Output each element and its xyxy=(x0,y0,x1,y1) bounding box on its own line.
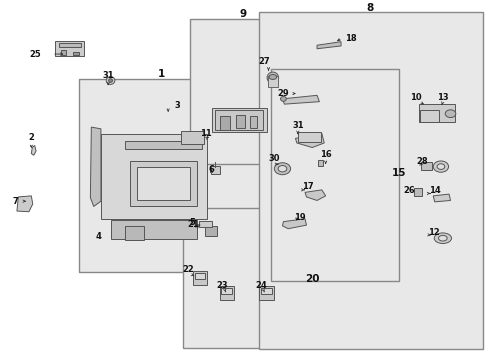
Text: 4: 4 xyxy=(96,232,101,241)
Bar xyxy=(125,141,202,149)
Bar xyxy=(59,43,80,48)
Text: 3: 3 xyxy=(175,102,181,111)
Text: 24: 24 xyxy=(255,281,267,290)
Text: 7: 7 xyxy=(13,197,18,206)
Text: 9: 9 xyxy=(239,9,246,19)
Bar xyxy=(199,221,212,227)
Ellipse shape xyxy=(281,96,286,101)
Bar xyxy=(215,110,263,130)
Bar xyxy=(193,271,207,285)
Text: 27: 27 xyxy=(258,57,270,66)
Bar xyxy=(221,288,232,294)
Ellipse shape xyxy=(437,164,445,170)
Bar xyxy=(130,161,197,207)
Bar xyxy=(318,160,323,166)
Bar xyxy=(414,189,422,196)
Bar xyxy=(101,134,207,219)
Text: 31: 31 xyxy=(292,121,304,130)
Ellipse shape xyxy=(434,233,451,243)
Text: 8: 8 xyxy=(366,3,373,13)
Text: 28: 28 xyxy=(416,157,428,166)
Text: 29: 29 xyxy=(278,89,289,98)
Polygon shape xyxy=(17,196,33,212)
Bar xyxy=(420,109,440,122)
Bar xyxy=(271,69,399,280)
Text: 15: 15 xyxy=(392,168,406,178)
Ellipse shape xyxy=(433,161,449,172)
Bar xyxy=(268,76,278,86)
Polygon shape xyxy=(282,95,319,104)
Ellipse shape xyxy=(109,79,113,82)
Text: 22: 22 xyxy=(182,265,194,274)
Text: 16: 16 xyxy=(320,150,332,159)
Bar xyxy=(137,167,190,200)
Polygon shape xyxy=(305,190,326,201)
Bar xyxy=(125,226,144,240)
Ellipse shape xyxy=(267,72,279,83)
Ellipse shape xyxy=(439,235,447,241)
Bar xyxy=(212,108,267,132)
Ellipse shape xyxy=(106,77,115,84)
Bar xyxy=(220,286,234,300)
Bar xyxy=(181,131,204,144)
Text: 21: 21 xyxy=(188,220,199,229)
Polygon shape xyxy=(282,219,306,229)
Bar xyxy=(220,116,230,130)
Text: 25: 25 xyxy=(29,50,41,59)
Bar xyxy=(250,116,257,129)
Text: 13: 13 xyxy=(437,93,449,102)
Bar xyxy=(183,208,310,348)
Text: 19: 19 xyxy=(294,212,306,221)
Polygon shape xyxy=(90,127,101,207)
Text: 31: 31 xyxy=(102,71,114,80)
Text: 20: 20 xyxy=(305,274,319,284)
Bar xyxy=(236,115,245,129)
Text: 17: 17 xyxy=(302,182,313,191)
Polygon shape xyxy=(317,42,341,49)
Bar xyxy=(61,50,66,55)
Bar xyxy=(195,273,205,279)
Bar xyxy=(79,80,262,272)
Text: 6: 6 xyxy=(208,165,214,174)
Text: 10: 10 xyxy=(410,93,421,102)
Bar xyxy=(55,41,84,56)
Bar xyxy=(111,220,197,239)
Text: 26: 26 xyxy=(403,186,415,195)
Text: 23: 23 xyxy=(217,281,228,290)
Text: 12: 12 xyxy=(428,228,440,237)
Text: 5: 5 xyxy=(189,218,195,227)
Bar xyxy=(298,132,321,142)
Bar xyxy=(419,104,455,122)
Text: 14: 14 xyxy=(429,186,441,195)
Bar xyxy=(205,226,218,237)
Polygon shape xyxy=(433,194,450,202)
Bar xyxy=(421,162,432,170)
Polygon shape xyxy=(295,134,324,148)
Bar xyxy=(259,13,483,349)
Ellipse shape xyxy=(269,75,277,80)
Text: 2: 2 xyxy=(28,133,34,142)
Ellipse shape xyxy=(274,163,291,175)
Text: 11: 11 xyxy=(200,129,212,138)
Text: 1: 1 xyxy=(157,69,165,79)
Text: 30: 30 xyxy=(268,154,280,163)
Bar xyxy=(261,288,272,294)
Bar xyxy=(259,286,274,300)
Ellipse shape xyxy=(278,166,287,172)
Bar xyxy=(211,166,220,174)
Bar xyxy=(73,52,79,55)
Bar xyxy=(190,19,298,164)
Text: 18: 18 xyxy=(345,34,356,43)
Ellipse shape xyxy=(445,110,456,118)
Polygon shape xyxy=(31,145,36,155)
